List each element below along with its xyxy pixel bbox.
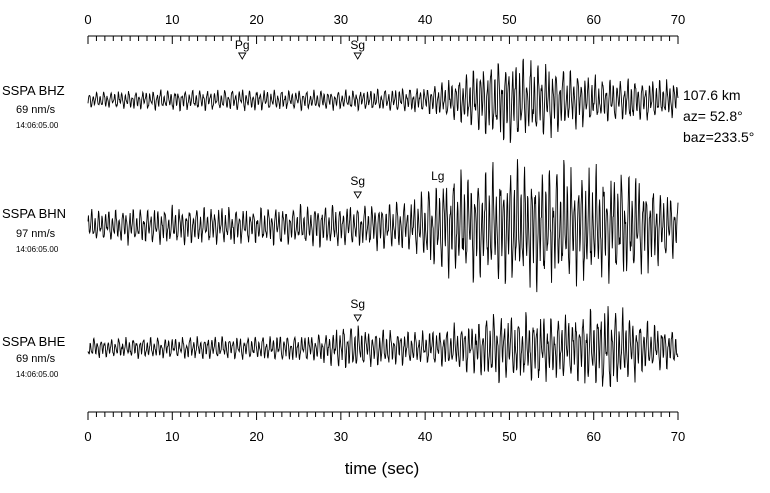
phase-label-sg: Sg (350, 38, 365, 52)
phase-marker-sg (353, 191, 362, 199)
tick-label: 30 (334, 429, 348, 444)
tick-label: 60 (586, 429, 600, 444)
back-azimuth-label: baz=233.5° (683, 129, 754, 145)
trace-group-bhz: SSPA BHZ 69 nm/s 14:06:05.00 Pg Sg (2, 38, 679, 143)
tick-label: 30 (334, 12, 348, 27)
phase-label-pg: Pg (235, 38, 250, 52)
tick-label: 50 (502, 12, 516, 27)
distance-label: 107.6 km (683, 87, 741, 103)
trace-group-bhe: SSPA BHE 69 nm/s 14:06:05.00 Sg (2, 297, 679, 388)
phase-label-sg: Sg (350, 297, 365, 311)
start-time-label-bhe: 14:06:05.00 (16, 370, 59, 379)
tick-label: 70 (671, 429, 685, 444)
waveform-trace-bhz (87, 58, 679, 143)
top-time-axis: 0 10 20 30 40 50 60 70 (84, 12, 685, 44)
tick-label: 20 (249, 429, 263, 444)
amplitude-label-bhz: 69 nm/s (16, 104, 56, 116)
amplitude-label-bhe: 69 nm/s (16, 353, 56, 365)
station-label-bhn: SSPA BHN (2, 206, 66, 221)
waveform-trace-bhn (87, 159, 679, 293)
tick-label: 0 (84, 12, 91, 27)
phase-label-sg: Sg (350, 174, 365, 188)
phase-label-lg: Lg (431, 169, 444, 183)
phase-markers-bhe: Sg (350, 297, 365, 322)
x-axis-title: time (sec) (345, 459, 420, 478)
phase-markers-bhz: Pg Sg (235, 38, 365, 60)
tick-label: 50 (502, 429, 516, 444)
phase-marker-pg (237, 52, 247, 60)
start-time-label-bhn: 14:06:05.00 (16, 245, 59, 254)
tick-label: 60 (586, 12, 600, 27)
tick-label: 0 (84, 429, 91, 444)
tick-label: 20 (249, 12, 263, 27)
tick-label: 10 (165, 429, 179, 444)
tick-label: 70 (671, 12, 685, 27)
amplitude-label-bhn: 97 nm/s (16, 228, 56, 240)
start-time-label-bhz: 14:06:05.00 (16, 121, 59, 130)
station-label-bhe: SSPA BHE (2, 334, 66, 349)
trace-group-bhn: SSPA BHN 97 nm/s 14:06:05.00 Sg Lg (2, 159, 679, 293)
phase-marker-sg (353, 314, 362, 322)
azimuth-label: az= 52.8° (683, 108, 743, 124)
phase-marker-sg (353, 52, 362, 60)
phase-markers-bhn: Sg Lg (350, 169, 444, 199)
tick-label: 40 (418, 429, 432, 444)
tick-label: 40 (418, 12, 432, 27)
distance-azimuth-info: 107.6 km az= 52.8° baz=233.5° (683, 87, 754, 145)
bottom-time-axis: 0 10 20 30 40 50 60 70 (84, 411, 685, 444)
station-label-bhz: SSPA BHZ (2, 83, 65, 98)
waveform-trace-bhe (87, 306, 679, 388)
tick-label: 10 (165, 12, 179, 27)
